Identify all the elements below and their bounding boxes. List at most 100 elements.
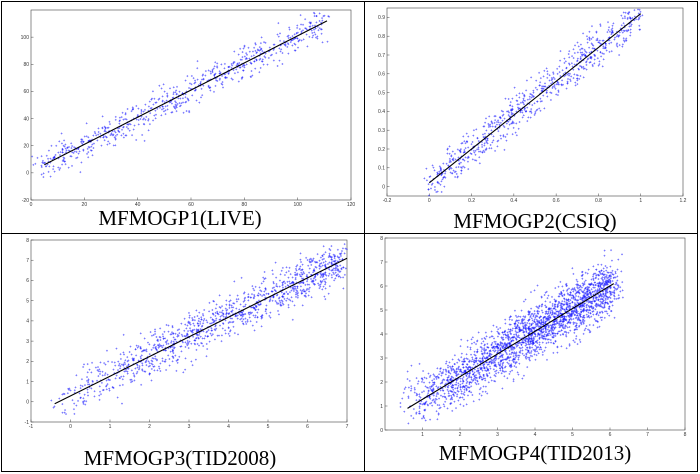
scatter-point bbox=[97, 370, 100, 373]
scatter-point bbox=[565, 289, 568, 292]
scatter-point bbox=[108, 389, 111, 392]
scatter-point bbox=[483, 142, 486, 145]
scatter-point bbox=[200, 87, 203, 90]
scatter-point bbox=[313, 31, 316, 34]
scatter-point bbox=[641, 14, 644, 17]
scatter-point bbox=[140, 383, 143, 386]
scatter-point bbox=[467, 155, 470, 158]
scatter-point bbox=[166, 104, 169, 107]
scatter-point bbox=[568, 316, 571, 319]
scatter-point bbox=[245, 52, 248, 55]
scatter-point bbox=[295, 32, 298, 35]
scatter-point bbox=[194, 81, 197, 84]
scatter-point bbox=[148, 100, 151, 103]
scatter-point bbox=[480, 394, 483, 397]
scatter-point bbox=[216, 79, 219, 82]
scatter-point bbox=[549, 312, 552, 315]
scatter-point bbox=[258, 71, 261, 74]
scatter-point bbox=[512, 122, 515, 125]
scatter-point bbox=[185, 110, 188, 113]
scatter-point bbox=[172, 105, 175, 108]
scatter-point bbox=[219, 71, 222, 74]
scatter-point bbox=[324, 271, 327, 274]
scatter-point bbox=[522, 114, 525, 117]
scatter-point bbox=[540, 309, 543, 312]
scatter-point bbox=[237, 298, 240, 301]
scatter-point bbox=[209, 332, 212, 335]
scatter-point bbox=[434, 402, 437, 405]
scatter-point bbox=[611, 29, 614, 32]
scatter-point bbox=[448, 361, 451, 364]
scatter-point bbox=[575, 337, 578, 340]
scatter-point bbox=[287, 37, 290, 40]
scatter-point bbox=[162, 337, 165, 340]
scatter-point bbox=[588, 46, 591, 49]
scatter-point bbox=[258, 49, 261, 52]
scatter-point bbox=[515, 333, 518, 336]
scatter-point bbox=[467, 168, 470, 171]
scatter-point bbox=[286, 42, 289, 45]
scatter-point bbox=[531, 343, 534, 346]
scatter-point bbox=[229, 299, 232, 302]
scatter-point bbox=[466, 368, 469, 371]
scatter-point bbox=[550, 329, 553, 332]
scatter-point bbox=[523, 335, 526, 338]
scatter-point bbox=[259, 66, 262, 69]
scatter-point bbox=[521, 92, 524, 95]
scatter-point bbox=[563, 300, 566, 303]
scatter-point bbox=[209, 72, 212, 75]
scatter-point bbox=[539, 322, 542, 325]
scatter-point bbox=[294, 293, 297, 296]
scatter-point bbox=[161, 357, 164, 360]
scatter-point bbox=[517, 108, 520, 111]
scatter-point bbox=[316, 273, 319, 276]
scatter-point bbox=[518, 336, 521, 339]
scatter-point bbox=[61, 411, 64, 414]
scatter-point bbox=[164, 349, 167, 352]
scatter-point bbox=[258, 58, 261, 61]
scatter-point bbox=[415, 411, 418, 414]
scatter-point bbox=[178, 105, 181, 108]
scatter-point bbox=[228, 334, 231, 337]
scatter-point bbox=[442, 389, 445, 392]
scatter-point bbox=[506, 110, 509, 113]
scatter-point bbox=[497, 357, 500, 360]
scatter-point bbox=[449, 402, 452, 405]
scatter-point bbox=[485, 129, 488, 132]
scatter-point bbox=[299, 265, 302, 268]
scatter-point bbox=[290, 296, 293, 299]
scatter-point bbox=[422, 390, 425, 393]
scatter-point bbox=[456, 393, 459, 396]
scatter-point bbox=[602, 274, 605, 277]
scatter-point bbox=[117, 364, 120, 367]
scatter-point bbox=[296, 26, 299, 29]
scatter-point bbox=[67, 149, 70, 152]
scatter-point bbox=[473, 350, 476, 353]
scatter-point bbox=[484, 390, 487, 393]
scatter-point bbox=[555, 93, 558, 96]
scatter-point bbox=[255, 51, 258, 54]
scatter-point bbox=[232, 69, 235, 72]
scatter-point bbox=[543, 337, 546, 340]
scatter-point bbox=[438, 165, 441, 168]
scatter-point bbox=[590, 56, 593, 59]
scatter-point bbox=[543, 333, 546, 336]
scatter-point bbox=[299, 281, 302, 284]
scatter-point bbox=[481, 145, 484, 148]
scatter-point bbox=[462, 165, 465, 168]
scatter-point bbox=[580, 297, 583, 300]
scatter-point bbox=[199, 320, 202, 323]
scatter-point bbox=[282, 303, 285, 306]
scatter-point bbox=[586, 303, 589, 306]
scatter-point bbox=[567, 311, 570, 314]
scatter-point bbox=[399, 402, 402, 405]
scatter-point bbox=[444, 368, 447, 371]
scatter-point bbox=[277, 297, 280, 300]
scatter-point bbox=[235, 307, 238, 310]
scatter-point bbox=[540, 332, 543, 335]
scatter-point bbox=[280, 299, 283, 302]
scatter-point bbox=[612, 276, 615, 279]
scatter-point bbox=[467, 135, 470, 138]
scatter-point bbox=[334, 269, 337, 272]
